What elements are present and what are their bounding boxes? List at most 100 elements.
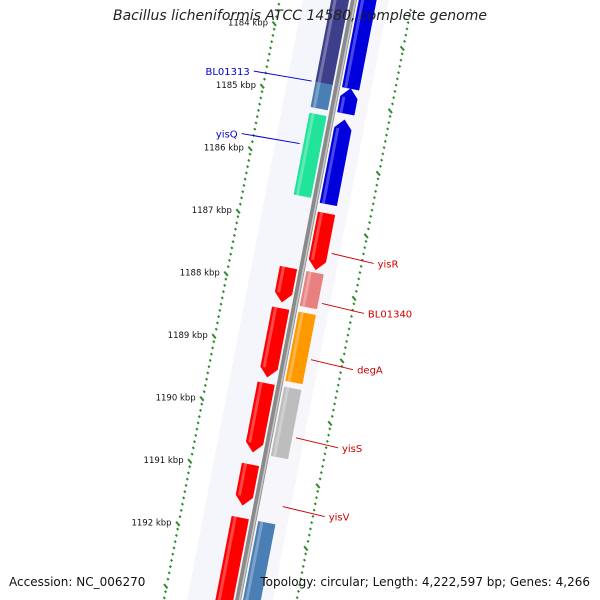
minor-tick-inner	[236, 215, 240, 219]
minor-tick-outer	[370, 208, 374, 212]
gene-arrow-3	[310, 81, 333, 111]
minor-tick-outer	[381, 152, 385, 156]
minor-tick-inner	[243, 177, 247, 181]
minor-tick-inner	[162, 596, 166, 600]
minor-tick-outer	[395, 77, 399, 81]
minor-tick-inner	[224, 277, 228, 281]
minor-tick-outer	[348, 321, 352, 325]
minor-tick-inner	[256, 108, 260, 112]
minor-tick-outer	[313, 502, 317, 506]
minor-tick-outer	[409, 8, 413, 12]
minor-tick-inner	[192, 440, 197, 444]
minor-tick-inner	[214, 327, 218, 331]
genome-summary-text: Topology: circular; Length: 4,222,597 bp…	[260, 575, 590, 589]
minor-tick-outer	[307, 533, 311, 537]
minor-tick-outer	[295, 596, 299, 600]
minor-tick-inner	[270, 40, 274, 44]
minor-tick-outer	[296, 589, 300, 593]
minor-tick-inner	[230, 246, 234, 250]
minor-tick-outer	[386, 127, 390, 131]
minor-tick-outer	[375, 183, 379, 187]
kbp-label-1184: 1184 kbp	[228, 18, 268, 28]
minor-tick-outer	[356, 283, 360, 287]
gene-arrow-15	[215, 515, 249, 600]
major-tick-outer	[351, 295, 357, 302]
minor-tick-inner	[172, 546, 176, 550]
major-tick-inner	[163, 583, 169, 589]
minor-tick-outer	[371, 202, 375, 206]
minor-tick-outer	[298, 583, 302, 587]
gene-highlight-10	[262, 307, 278, 368]
minor-tick-outer	[300, 571, 304, 575]
minor-tick-outer	[364, 239, 368, 243]
gene-label-yiss: yisS	[342, 444, 362, 455]
minor-tick-inner	[238, 202, 242, 206]
minor-tick-outer	[308, 527, 312, 531]
minor-tick-outer	[316, 489, 320, 493]
minor-tick-inner	[170, 558, 174, 562]
minor-tick-inner	[206, 371, 210, 375]
minor-tick-inner	[266, 58, 270, 62]
major-tick-outer	[303, 545, 309, 552]
minor-tick-outer	[328, 427, 332, 431]
minor-tick-inner	[232, 233, 236, 237]
minor-tick-inner	[164, 590, 168, 594]
minor-tick-outer	[376, 177, 380, 181]
kbp-label-1186: 1186 kbp	[204, 143, 244, 153]
minor-tick-outer	[392, 96, 396, 100]
leader-line-yiss	[295, 437, 339, 449]
minor-tick-inner	[167, 571, 171, 575]
minor-tick-inner	[196, 421, 200, 425]
minor-tick-outer	[314, 496, 319, 500]
minor-tick-inner	[227, 258, 231, 262]
minor-tick-inner	[182, 496, 186, 500]
minor-tick-inner	[229, 252, 233, 256]
minor-tick-inner	[258, 102, 262, 106]
gene-arrow-5	[293, 112, 327, 198]
minor-tick-outer	[369, 214, 373, 218]
minor-tick-outer	[333, 402, 337, 406]
gene-highlight-2	[344, 0, 365, 88]
minor-tick-outer	[302, 558, 306, 562]
gene-highlight-4	[339, 96, 346, 113]
minor-tick-inner	[205, 377, 209, 381]
minor-tick-inner	[207, 365, 211, 369]
minor-tick-inner	[166, 577, 170, 581]
minor-tick-outer	[405, 27, 409, 31]
minor-tick-inner	[241, 190, 245, 194]
minor-tick-outer	[345, 339, 349, 343]
minor-tick-inner	[250, 140, 254, 144]
gene-label-yisq: yisQ	[216, 130, 238, 141]
major-tick-inner	[235, 208, 241, 214]
minor-tick-inner	[199, 408, 203, 412]
minor-tick-outer	[304, 552, 308, 556]
minor-tick-inner	[253, 127, 257, 131]
labels-layer: BL01313 yisQ yisR BL01340 degA yisS yisV	[205, 67, 412, 524]
backbone-layer	[235, 0, 357, 600]
gene-arrow-14	[235, 462, 260, 506]
minor-tick-inner	[254, 121, 258, 125]
minor-tick-outer	[306, 539, 310, 543]
backbone-line	[235, 0, 357, 600]
leader-line-bl01340	[321, 302, 365, 314]
minor-tick-inner	[191, 446, 195, 450]
minor-tick-inner	[184, 483, 188, 487]
minor-tick-outer	[372, 196, 376, 200]
gene-arrow-16	[242, 521, 276, 600]
minor-tick-outer	[336, 383, 340, 387]
gene-highlight-11	[287, 312, 304, 382]
minor-tick-inner	[188, 465, 192, 469]
gene-label-yisr: yisR	[378, 259, 399, 270]
minor-tick-inner	[271, 33, 275, 37]
major-tick-outer	[399, 45, 405, 52]
minor-tick-outer	[347, 327, 351, 331]
minor-tick-outer	[324, 446, 328, 450]
minor-tick-outer	[374, 189, 378, 193]
minor-tick-inner	[217, 315, 221, 319]
minor-tick-outer	[330, 414, 334, 418]
minor-tick-outer	[399, 58, 403, 62]
minor-tick-outer	[354, 289, 358, 293]
minor-tick-outer	[366, 227, 370, 231]
